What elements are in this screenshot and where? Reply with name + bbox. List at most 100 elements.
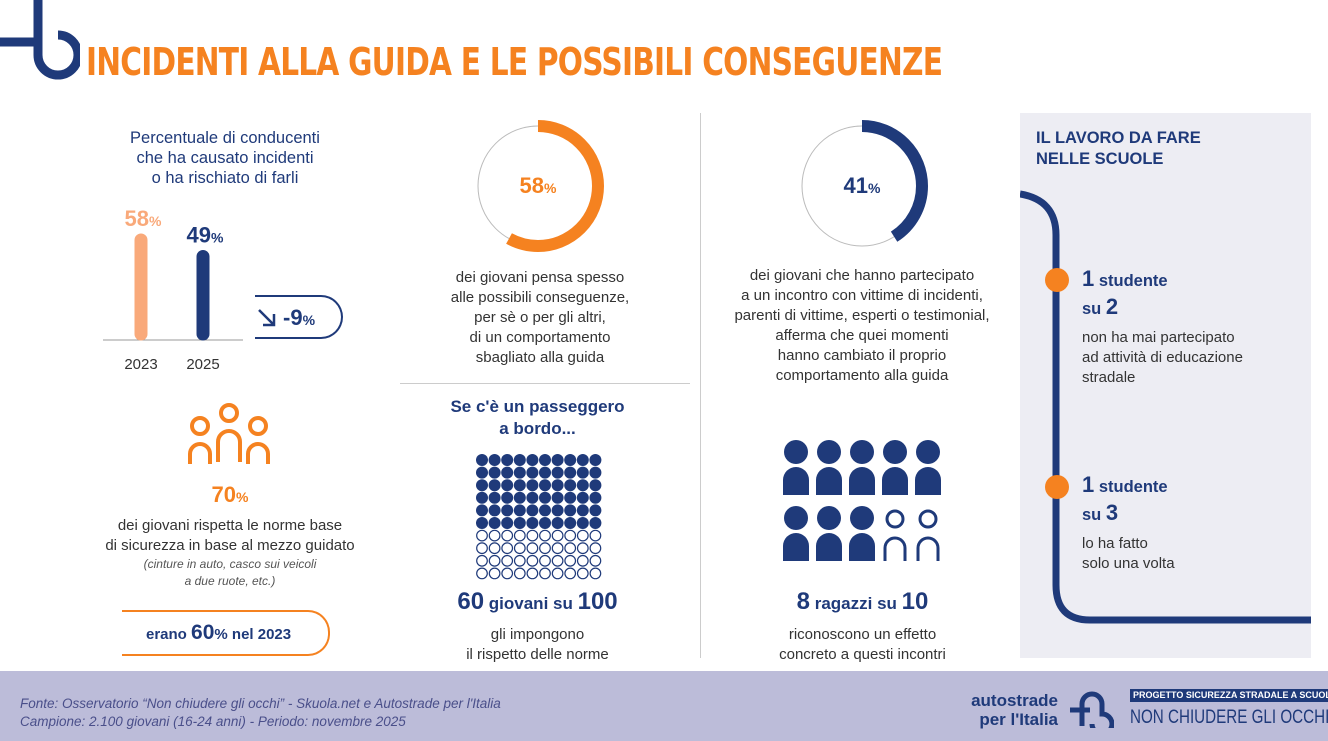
dot-empty: [589, 567, 602, 580]
person-outline-icon: [883, 509, 907, 561]
chart-title: Percentuale di conducenti che ha causato…: [95, 128, 355, 188]
divider: [400, 383, 690, 384]
caption-line: solo una volta: [1082, 555, 1175, 572]
dot-empty: [476, 542, 488, 555]
people-grid: [783, 440, 941, 561]
dot-empty: [476, 554, 488, 567]
dot-filled: [589, 479, 602, 492]
pill-post: nel 2023: [231, 626, 292, 643]
stat-d: 10: [901, 588, 929, 615]
caption-line: alle possibili conseguenze,: [450, 289, 630, 306]
dot-filled: [576, 491, 589, 504]
caption-line: parenti di vittime, esperti o testimonia…: [734, 307, 990, 324]
dot-filled: [539, 517, 551, 529]
item-w: studente: [1098, 478, 1168, 496]
person-filled-icon: [816, 440, 842, 495]
norms-number: 70: [211, 482, 237, 507]
dot-empty: [488, 554, 501, 567]
donut1-number: 58: [519, 173, 545, 198]
donut2-number: 41: [843, 173, 869, 198]
heading-line: a bordo...: [499, 419, 576, 438]
change-number: -9: [283, 305, 303, 330]
dot-filled: [488, 491, 501, 504]
x-tick-label: 2023: [124, 356, 157, 373]
donut-chart-41: [796, 120, 928, 252]
dot-empty: [564, 567, 577, 580]
dot-filled: [551, 517, 564, 529]
footer-source: Fonte: Osservatorio “Non chiudere gli oc…: [20, 695, 501, 731]
dot-filled: [539, 479, 551, 492]
people-group-icon: [188, 403, 270, 464]
change-unit: %: [302, 312, 316, 328]
dot-filled: [488, 454, 501, 466]
sample-line: Campione: 2.100 giovani (16-24 anni) - P…: [20, 714, 406, 729]
dot-empty: [501, 567, 514, 580]
person-filled-icon: [783, 506, 809, 561]
data-label: 49%: [187, 222, 224, 247]
stat-mid: giovani su: [488, 594, 573, 613]
dot-filled: [501, 491, 514, 504]
footer: [0, 671, 1328, 741]
source-line: Fonte: Osservatorio “Non chiudere gli oc…: [20, 696, 501, 711]
page-title: INCIDENTI ALLA GUIDA E LE POSSIBILI CONS…: [86, 40, 943, 84]
dot-empty: [551, 554, 564, 567]
donut2-caption: dei giovani che hanno partecipato a un in…: [712, 266, 1012, 386]
caption-line: non ha mai partecipato: [1082, 329, 1235, 346]
caption-line: hanno cambiato il proprio: [777, 347, 947, 364]
chart-title-line: Percentuale di conducenti: [130, 129, 320, 147]
bar-chart: 58% 2023 49% 2025: [103, 206, 243, 373]
data-label: 58%: [125, 206, 162, 231]
person-filled-icon: [882, 440, 908, 495]
dot-empty: [488, 529, 501, 542]
dot-filled: [526, 479, 539, 492]
dot-filled: [513, 517, 526, 529]
dot-filled: [526, 454, 539, 466]
donut1-caption: dei giovani pensa spesso alle possibili c…: [400, 268, 680, 368]
caption-line: di sicurezza in base al mezzo guidato: [105, 537, 355, 554]
meetings-caption: riconoscono un effetto concreto a questi …: [720, 625, 1005, 665]
caption-line: a un incontro con vittime di incidenti,: [741, 287, 983, 304]
dot-filled: [526, 504, 539, 517]
dot-empty: [513, 567, 526, 580]
item-d: 3: [1105, 500, 1119, 525]
caption-line: di un comportamento: [469, 329, 611, 346]
dot-filled: [501, 454, 514, 466]
dot-empty: [476, 529, 488, 542]
person-filled-icon: [783, 440, 809, 495]
dot-empty: [576, 542, 589, 555]
caption-line: dei giovani rispetta le norme base: [117, 517, 343, 534]
brand-line: autostrade: [971, 691, 1058, 710]
school-panel: [1020, 113, 1311, 658]
dot-empty: [513, 529, 526, 542]
dot-filled: [576, 479, 589, 492]
passenger-stat: 60 giovani su 100: [400, 588, 675, 618]
chart-title-line: che ha causato incidenti: [136, 149, 314, 167]
dot-empty: [551, 529, 564, 542]
divider: [700, 113, 701, 658]
pill-pre: erano: [146, 626, 187, 643]
caption-line: sbagliato alla guida: [475, 349, 605, 366]
donut1-value: 58%: [470, 173, 606, 201]
dot-filled: [476, 517, 488, 529]
dot-filled: [564, 466, 577, 479]
dot-filled: [551, 504, 564, 517]
dot-filled: [589, 517, 602, 529]
dot-filled: [501, 517, 514, 529]
dot-filled: [488, 466, 501, 479]
dot-empty: [539, 542, 551, 555]
dot-filled: [576, 504, 589, 517]
school-heading: IL LAVORO DA FARE NELLE SCUOLE: [1036, 128, 1201, 170]
comparison-text: erano 60% nel 2023: [146, 620, 291, 648]
dot-empty: [513, 542, 526, 555]
dot-filled: [513, 479, 526, 492]
dot-empty: [488, 542, 501, 555]
stat-mid: ragazzi su: [814, 594, 897, 613]
dot-filled: [564, 504, 577, 517]
dot-empty: [526, 567, 539, 580]
school-item-2: 1 studente su 3 lo ha fatto solo una volta: [1082, 472, 1175, 574]
dot-empty: [501, 529, 514, 542]
dot-empty: [501, 554, 514, 567]
dot-filled: [476, 504, 488, 517]
dot-filled: [576, 454, 589, 466]
dot-empty: [564, 554, 577, 567]
